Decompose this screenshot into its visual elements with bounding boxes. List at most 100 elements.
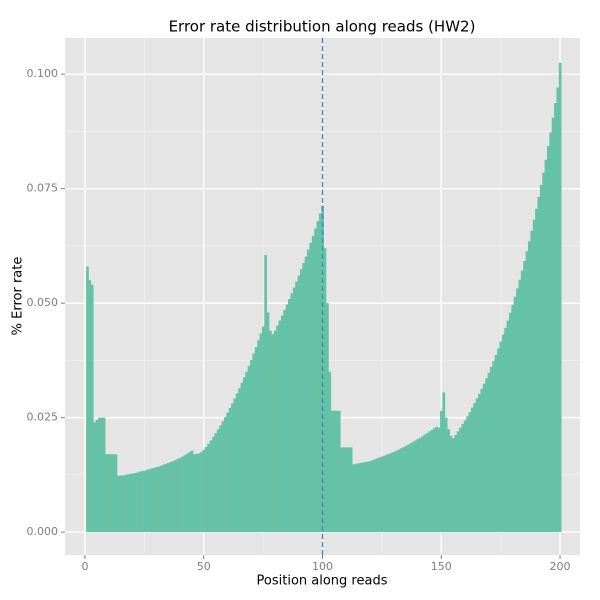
bar (411, 441, 415, 533)
bar (542, 172, 545, 533)
bar (124, 474, 127, 533)
bar (530, 230, 534, 533)
bar (361, 462, 365, 533)
bar (466, 416, 469, 533)
bar (442, 392, 446, 533)
bar (333, 410, 336, 533)
bar (454, 435, 458, 533)
bar (478, 393, 481, 533)
bar (114, 454, 118, 533)
bar (98, 417, 101, 533)
bar (176, 458, 180, 533)
bar (119, 475, 123, 533)
bar (200, 451, 203, 533)
bar (245, 371, 248, 533)
bar (242, 377, 246, 533)
bar (413, 440, 417, 533)
bar (506, 320, 510, 533)
bar (425, 433, 429, 533)
bar (527, 241, 531, 533)
bar (340, 447, 343, 533)
bar (197, 453, 201, 533)
bar (523, 261, 526, 533)
bar (366, 461, 370, 533)
bar (128, 473, 132, 533)
bar (511, 304, 515, 533)
bar (392, 451, 396, 533)
bar (143, 470, 146, 533)
bar (535, 208, 538, 533)
bar (288, 299, 291, 533)
bar (280, 315, 284, 533)
bar (95, 419, 99, 533)
bar (349, 447, 353, 533)
bar (297, 275, 301, 533)
bar (501, 334, 505, 533)
bar (250, 359, 253, 533)
bar (508, 312, 512, 533)
bar (102, 417, 106, 533)
bar (140, 471, 144, 533)
bar (216, 429, 220, 533)
bar (147, 469, 151, 533)
bar (214, 433, 218, 533)
y-tick-label: 0.025 (27, 411, 59, 424)
bar (178, 457, 182, 533)
bar (231, 403, 234, 533)
bar (223, 417, 227, 533)
bar (254, 347, 258, 533)
bar (497, 348, 500, 533)
bar (93, 422, 96, 533)
bar (240, 382, 244, 533)
bar (326, 303, 329, 533)
bar (546, 146, 550, 533)
bar (233, 398, 237, 533)
bar (489, 366, 493, 533)
bar (276, 325, 279, 533)
bar (207, 443, 210, 533)
bar (364, 462, 367, 533)
bar (131, 473, 134, 533)
bar (185, 453, 189, 533)
bar (157, 466, 161, 533)
bar (406, 444, 410, 533)
y-tick-label: 0.000 (27, 525, 59, 538)
bar (373, 459, 377, 533)
bar (126, 474, 130, 533)
bar (166, 462, 170, 533)
bar (390, 452, 393, 533)
bar (492, 360, 496, 533)
bar (487, 372, 491, 533)
bar (499, 341, 503, 533)
x-tick-label: 150 (431, 560, 452, 573)
bar (257, 340, 260, 533)
bar (323, 248, 327, 533)
bar (532, 219, 536, 533)
bar (226, 412, 229, 533)
bar (90, 284, 94, 533)
bar (352, 464, 355, 533)
bar (112, 454, 115, 533)
bar (259, 333, 263, 533)
bar (335, 410, 339, 533)
bar (470, 407, 474, 533)
bar (133, 473, 137, 533)
bar (271, 334, 275, 533)
bar (88, 280, 92, 533)
bar (195, 453, 199, 533)
bar (86, 266, 89, 533)
bar (285, 304, 289, 533)
bar (456, 431, 460, 533)
bar (544, 159, 548, 533)
x-axis-label: Position along reads (257, 574, 388, 589)
bar (228, 408, 232, 533)
bar (449, 435, 453, 533)
bar (283, 310, 286, 533)
bar (202, 449, 206, 533)
bar (537, 196, 541, 533)
bar (397, 449, 401, 533)
bar (368, 461, 372, 533)
bar (554, 103, 557, 533)
bar (375, 458, 379, 533)
